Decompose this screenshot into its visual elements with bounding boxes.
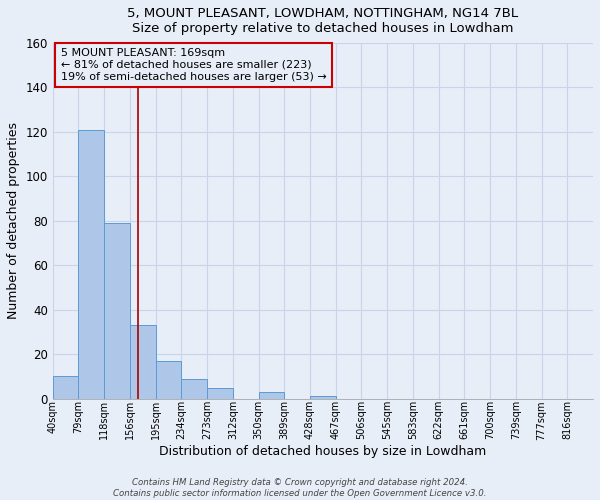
Bar — [79, 130, 104, 398]
Bar — [310, 396, 336, 398]
Title: 5, MOUNT PLEASANT, LOWDHAM, NOTTINGHAM, NG14 7BL
Size of property relative to de: 5, MOUNT PLEASANT, LOWDHAM, NOTTINGHAM, … — [127, 7, 518, 35]
Y-axis label: Number of detached properties: Number of detached properties — [7, 122, 20, 320]
Text: Contains HM Land Registry data © Crown copyright and database right 2024.
Contai: Contains HM Land Registry data © Crown c… — [113, 478, 487, 498]
Bar — [104, 223, 130, 398]
Bar — [53, 376, 79, 398]
Bar — [155, 361, 181, 399]
Bar — [207, 388, 233, 398]
Text: 5 MOUNT PLEASANT: 169sqm
← 81% of detached houses are smaller (223)
19% of semi-: 5 MOUNT PLEASANT: 169sqm ← 81% of detach… — [61, 48, 326, 82]
Bar — [181, 378, 207, 398]
Bar — [259, 392, 284, 398]
X-axis label: Distribution of detached houses by size in Lowdham: Distribution of detached houses by size … — [159, 445, 487, 458]
Bar — [130, 326, 155, 398]
